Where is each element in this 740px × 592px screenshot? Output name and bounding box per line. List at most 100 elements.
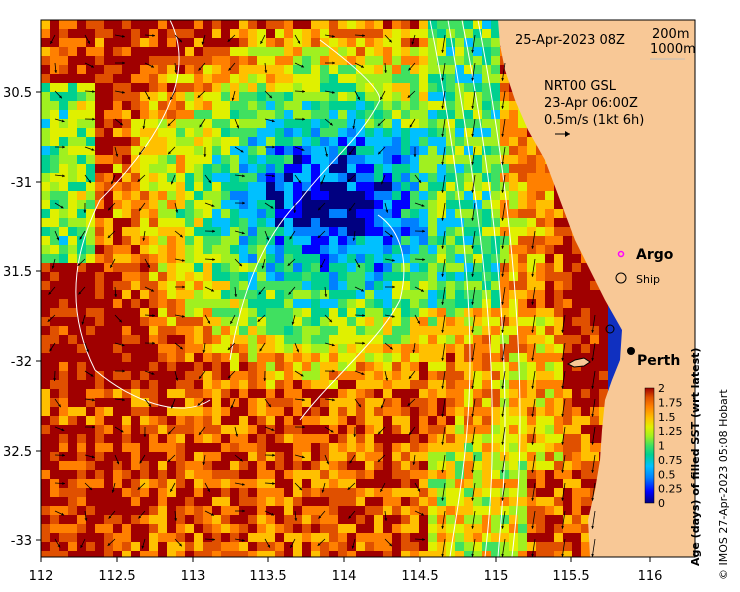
sst-pixel xyxy=(455,164,464,173)
current-arrow-head xyxy=(197,402,201,406)
sst-pixel xyxy=(500,515,509,524)
sst-pixel xyxy=(140,551,149,557)
sst-pixel xyxy=(518,497,527,506)
sst-pixel xyxy=(320,173,329,182)
sst-pixel xyxy=(311,326,320,335)
sst-pixel xyxy=(473,128,482,137)
sst-pixel xyxy=(311,227,320,236)
sst-pixel xyxy=(203,200,212,209)
current-arrow-head xyxy=(270,205,274,209)
sst-pixel xyxy=(428,389,437,398)
sst-pixel xyxy=(149,299,158,308)
sst-pixel xyxy=(500,65,509,74)
sst-pixel xyxy=(140,218,149,227)
current-arrow-head xyxy=(441,134,445,137)
sst-pixel xyxy=(113,524,122,533)
current-arrow-head xyxy=(53,378,57,381)
sst-pixel xyxy=(482,83,491,92)
sst-pixel xyxy=(518,443,527,452)
sst-pixel xyxy=(293,227,302,236)
sst-pixel xyxy=(194,542,203,551)
sst-pixel xyxy=(374,407,383,416)
sst-pixel xyxy=(122,92,131,101)
sst-pixel xyxy=(266,128,275,137)
sst-pixel xyxy=(248,137,257,146)
sst-pixel xyxy=(599,398,608,407)
sst-pixel xyxy=(455,317,464,326)
sst-pixel xyxy=(158,299,167,308)
sst-pixel xyxy=(428,434,437,443)
current-arrow xyxy=(561,482,566,501)
current-arrow-head xyxy=(58,404,61,408)
sst-pixel xyxy=(149,38,158,47)
sst-pixel xyxy=(419,371,428,380)
sst-pixel xyxy=(401,344,410,353)
sst-pixel xyxy=(320,119,329,128)
sst-pixel xyxy=(248,119,257,128)
sst-pixel xyxy=(176,452,185,461)
sst-pixel xyxy=(356,326,365,335)
sst-pixel xyxy=(302,56,311,65)
sst-pixel xyxy=(68,146,77,155)
sst-pixel xyxy=(176,281,185,290)
sst-pixel xyxy=(338,29,347,38)
sst-pixel xyxy=(131,191,140,200)
sst-pixel xyxy=(275,47,284,56)
sst-pixel xyxy=(113,452,122,461)
sst-pixel xyxy=(257,101,266,110)
sst-pixel xyxy=(59,209,68,218)
sst-pixel xyxy=(131,335,140,344)
current-arrow-head xyxy=(471,470,475,473)
sst-pixel xyxy=(428,335,437,344)
current-arrow xyxy=(501,202,506,221)
sst-pixel xyxy=(365,254,374,263)
sst-pixel xyxy=(428,533,437,542)
current-arrow-head xyxy=(272,482,275,485)
current-arrow-head xyxy=(174,70,178,73)
sst-pixel xyxy=(104,236,113,245)
sst-pixel xyxy=(329,236,338,245)
sst-pixel xyxy=(176,218,185,227)
sst-pixel xyxy=(77,371,86,380)
sst-pixel xyxy=(113,65,122,74)
current-arrow-head xyxy=(501,302,505,305)
sst-pixel xyxy=(383,371,392,380)
sst-pixel xyxy=(113,308,122,317)
sst-pixel xyxy=(203,47,212,56)
sst-pixel xyxy=(329,470,338,479)
sst-pixel xyxy=(527,479,536,488)
sst-pixel xyxy=(392,380,401,389)
sst-pixel xyxy=(203,542,212,551)
sst-pixel xyxy=(338,488,347,497)
sst-pixel xyxy=(203,83,212,92)
sst-pixel xyxy=(446,290,455,299)
current-arrow-head xyxy=(332,61,335,65)
sst-pixel xyxy=(383,236,392,245)
sst-pixel xyxy=(239,236,248,245)
sst-pixel xyxy=(104,101,113,110)
sst-pixel xyxy=(374,335,383,344)
sst-pixel xyxy=(86,146,95,155)
sst-pixel xyxy=(518,335,527,344)
sst-pixel xyxy=(419,272,428,281)
sst-pixel xyxy=(383,434,392,443)
sst-pixel xyxy=(320,47,329,56)
sst-pixel xyxy=(437,335,446,344)
sst-pixel xyxy=(464,101,473,110)
current-arrow-head xyxy=(501,442,505,445)
sst-pixel xyxy=(176,551,185,557)
sst-pixel xyxy=(266,452,275,461)
sst-pixel xyxy=(491,191,500,200)
sst-pixel xyxy=(473,20,482,29)
sst-pixel xyxy=(401,416,410,425)
sst-pixel xyxy=(257,542,266,551)
sst-pixel xyxy=(68,434,77,443)
current-arrow xyxy=(501,482,506,501)
sst-pixel xyxy=(365,137,374,146)
sst-pixel xyxy=(509,524,518,533)
sst-pixel xyxy=(572,290,581,299)
current-arrow xyxy=(531,454,536,473)
current-arrow-head xyxy=(182,285,185,289)
sst-pixel xyxy=(266,164,275,173)
